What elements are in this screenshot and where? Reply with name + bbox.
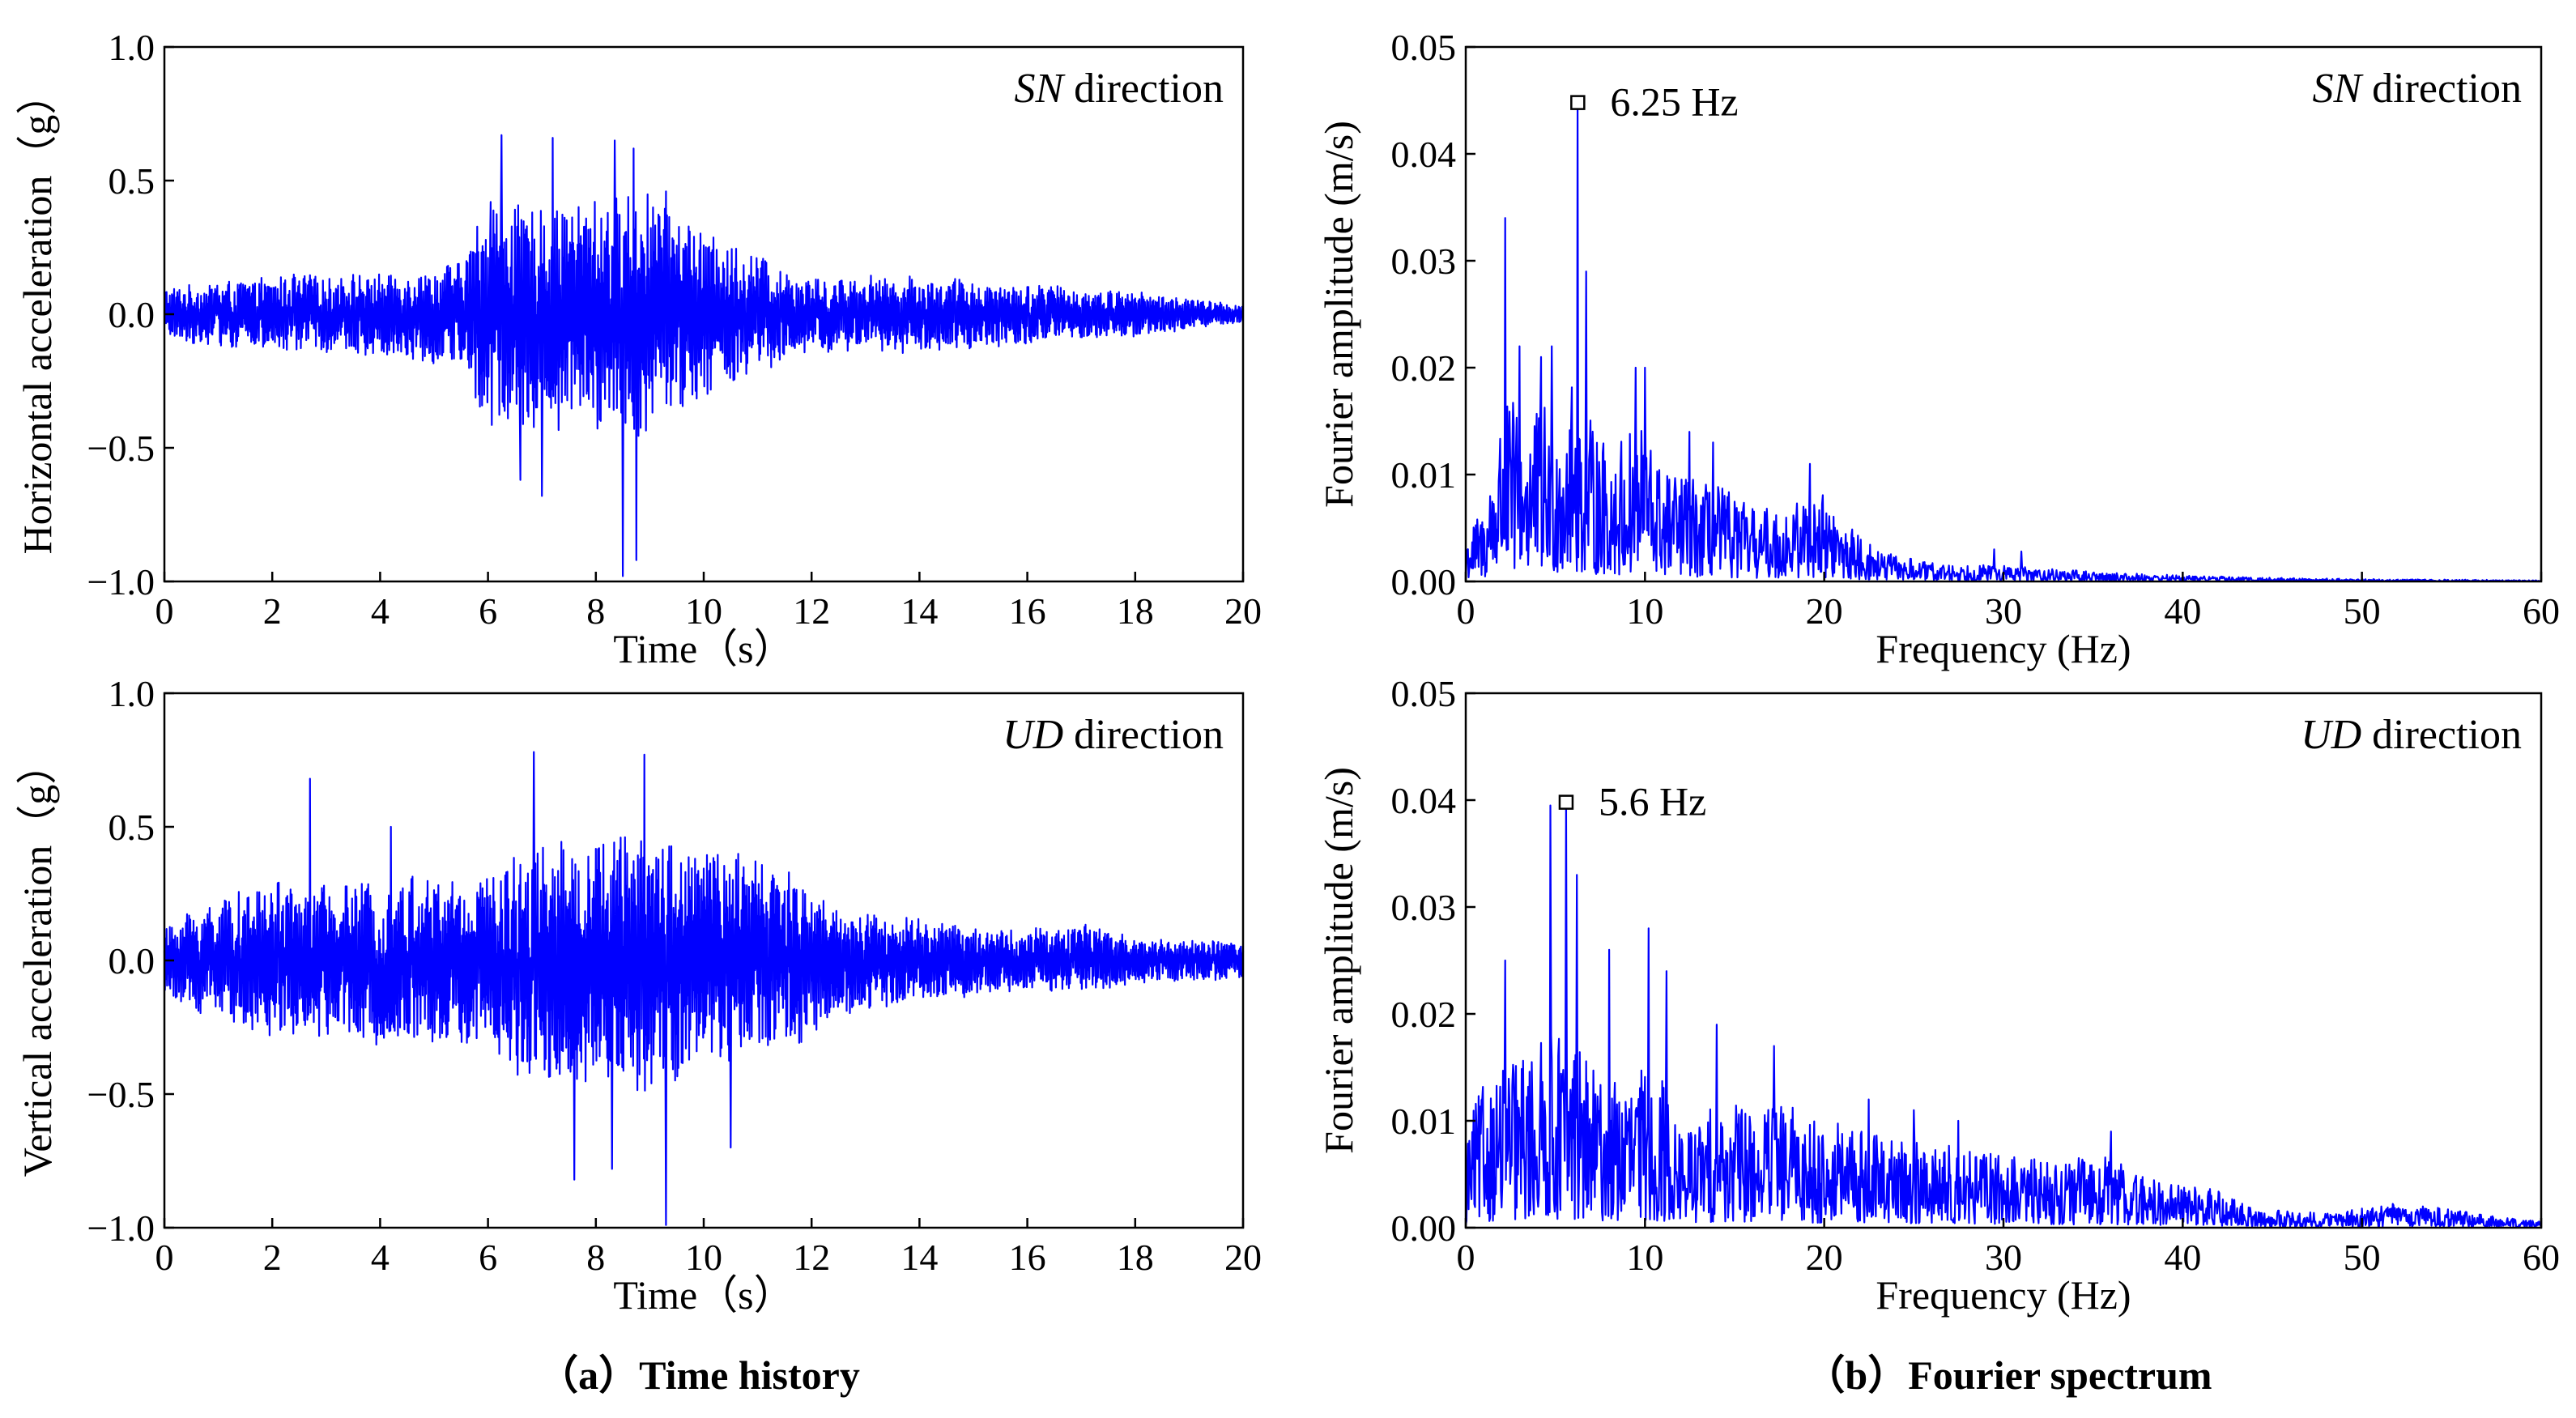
x-tick-label: 2 (263, 1237, 282, 1278)
y-tick-label: 1.0 (109, 27, 155, 68)
y-axis-label: Fourier amplitude (m/s) (1316, 121, 1361, 508)
x-tick-label: 10 (685, 1237, 722, 1278)
y-tick-label: −1.0 (87, 561, 155, 603)
y-axis-label: Horizontal acceleration（g） (15, 75, 60, 555)
x-tick-label: 60 (2523, 590, 2560, 632)
y-tick-label: 0.03 (1391, 241, 1457, 282)
x-tick-label: 0 (1457, 1237, 1475, 1278)
direction-word: direction (2361, 712, 2522, 758)
y-tick-label: 0.5 (109, 807, 155, 848)
x-axis-label: Frequency (Hz) (1876, 626, 2131, 671)
x-tick-label: 60 (2523, 1237, 2560, 1278)
direction-word: direction (1063, 66, 1224, 112)
x-tick-label: 12 (793, 590, 830, 632)
chart-panels: 0 2 4 6 8 10 12 14 16 18 20−1.0−0.50.00.51.0Time（s… (15, 27, 2560, 1318)
y-axis-label: Fourier amplitude (m/s) (1316, 767, 1361, 1154)
y-tick-label: 1.0 (109, 673, 155, 714)
y-tick-label: 0.00 (1391, 561, 1457, 603)
series-line-sn_time (163, 134, 1245, 577)
x-tick-label: 40 (2164, 1237, 2201, 1278)
x-tick-label: 30 (1985, 1237, 2022, 1278)
x-tick-label: 8 (586, 1237, 605, 1278)
y-tick-label: 0.5 (109, 160, 155, 202)
x-tick-label: 10 (685, 590, 722, 632)
x-axis-label: Time（s） (613, 626, 794, 671)
y-tick-label: 0.02 (1391, 347, 1457, 389)
x-tick-label: 8 (586, 590, 605, 632)
x-tick-label: 20 (1224, 590, 1262, 632)
y-tick-label: −1.0 (87, 1207, 155, 1249)
y-tick-label: 0.05 (1391, 27, 1457, 68)
x-tick-label: 10 (1626, 1237, 1663, 1278)
y-tick-label: 0.00 (1391, 1207, 1457, 1249)
x-tick-label: 20 (1806, 1237, 1843, 1278)
x-tick-label: 16 (1009, 1237, 1046, 1278)
x-tick-label: 0 (155, 590, 174, 632)
x-tick-label: 0 (1457, 590, 1475, 632)
direction-italic: SN (1014, 66, 1066, 112)
x-tick-label: 14 (901, 1237, 938, 1278)
caption-a: （a）Time history (538, 1352, 860, 1398)
x-tick-label: 6 (479, 1237, 497, 1278)
x-tick-label: 50 (2344, 590, 2381, 632)
x-tick-label: 30 (1985, 590, 2022, 632)
x-axis-label: Time（s） (613, 1272, 794, 1318)
y-tick-label: −0.5 (87, 428, 155, 469)
x-axis-label: Frequency (Hz) (1876, 1272, 2131, 1318)
x-tick-label: 0 (155, 1237, 174, 1278)
direction-label: SN direction (1014, 66, 1224, 112)
peak-label: 5.6 Hz (1599, 779, 1706, 824)
direction-italic: UD (1003, 712, 1063, 758)
x-tick-label: 14 (901, 590, 938, 632)
chart-ud_time: 0 2 4 6 8 10 12 14 16 18 20 −1.0 −0.5 0.0 0.5 1.0 Time（s… (15, 673, 1262, 1318)
y-axis-label: Vertical acceleration（g） (15, 744, 60, 1177)
direction-word: direction (2361, 66, 2522, 112)
peak-label: 6.25 Hz (1610, 79, 1738, 125)
peak-marker (1570, 95, 1586, 110)
y-tick-label: 0.03 (1391, 887, 1457, 928)
chart-sn_spectrum: 0 10 20 30 40 50 60 0.00 0.01 0.02 0.03 0.04 0.05 Fre… (1316, 27, 2560, 671)
x-tick-label: 16 (1009, 590, 1046, 632)
series-line-ud_time (163, 751, 1245, 1226)
x-tick-label: 6 (479, 590, 497, 632)
x-tick-label: 20 (1806, 590, 1843, 632)
y-tick-label: 0.01 (1391, 1101, 1457, 1142)
direction-label: SN direction (2312, 66, 2522, 112)
x-tick-label: 20 (1224, 1237, 1262, 1278)
series-line-ud_spectrum (1464, 801, 2542, 1229)
y-tick-label: 0.04 (1391, 780, 1457, 821)
x-tick-label: 4 (371, 590, 390, 632)
x-tick-label: 50 (2344, 1237, 2381, 1278)
direction-label: UD direction (2301, 712, 2522, 758)
y-tick-label: 0.01 (1391, 454, 1457, 496)
y-tick-label: 0.04 (1391, 134, 1457, 175)
x-tick-label: 40 (2164, 590, 2201, 632)
series-line-sn_spectrum (1464, 101, 2542, 582)
y-tick-label: −0.5 (87, 1074, 155, 1115)
direction-italic: UD (2301, 712, 2361, 758)
direction-italic: SN (2312, 66, 2364, 112)
chart-ud_spectrum: 0 10 20 30 40 50 60 0.00 0.01 0.02 0.03 0.04 0.05 Fre… (1316, 673, 2560, 1318)
plot-frame (1464, 45, 2543, 583)
x-tick-label: 18 (1117, 590, 1154, 632)
x-tick-label: 4 (371, 1237, 390, 1278)
plot-frame (1464, 692, 2543, 1229)
y-tick-label: 0.0 (109, 294, 155, 335)
x-tick-label: 10 (1626, 590, 1663, 632)
x-tick-label: 18 (1117, 1237, 1154, 1278)
peak-marker (1558, 794, 1574, 810)
caption-b: （b）Fourier spectrum (1804, 1352, 2212, 1398)
y-tick-label: 0.0 (109, 940, 155, 982)
y-tick-label: 0.05 (1391, 673, 1457, 714)
chart-sn_time: 0 2 4 6 8 10 12 14 16 18 20 −1.0 −0.5 0.0 0.5 1.0 Time（s… (15, 27, 1262, 671)
y-tick-label: 0.02 (1391, 994, 1457, 1035)
x-tick-label: 2 (263, 590, 282, 632)
x-tick-label: 12 (793, 1237, 830, 1278)
direction-label: UD direction (1003, 712, 1224, 758)
direction-word: direction (1063, 712, 1224, 758)
